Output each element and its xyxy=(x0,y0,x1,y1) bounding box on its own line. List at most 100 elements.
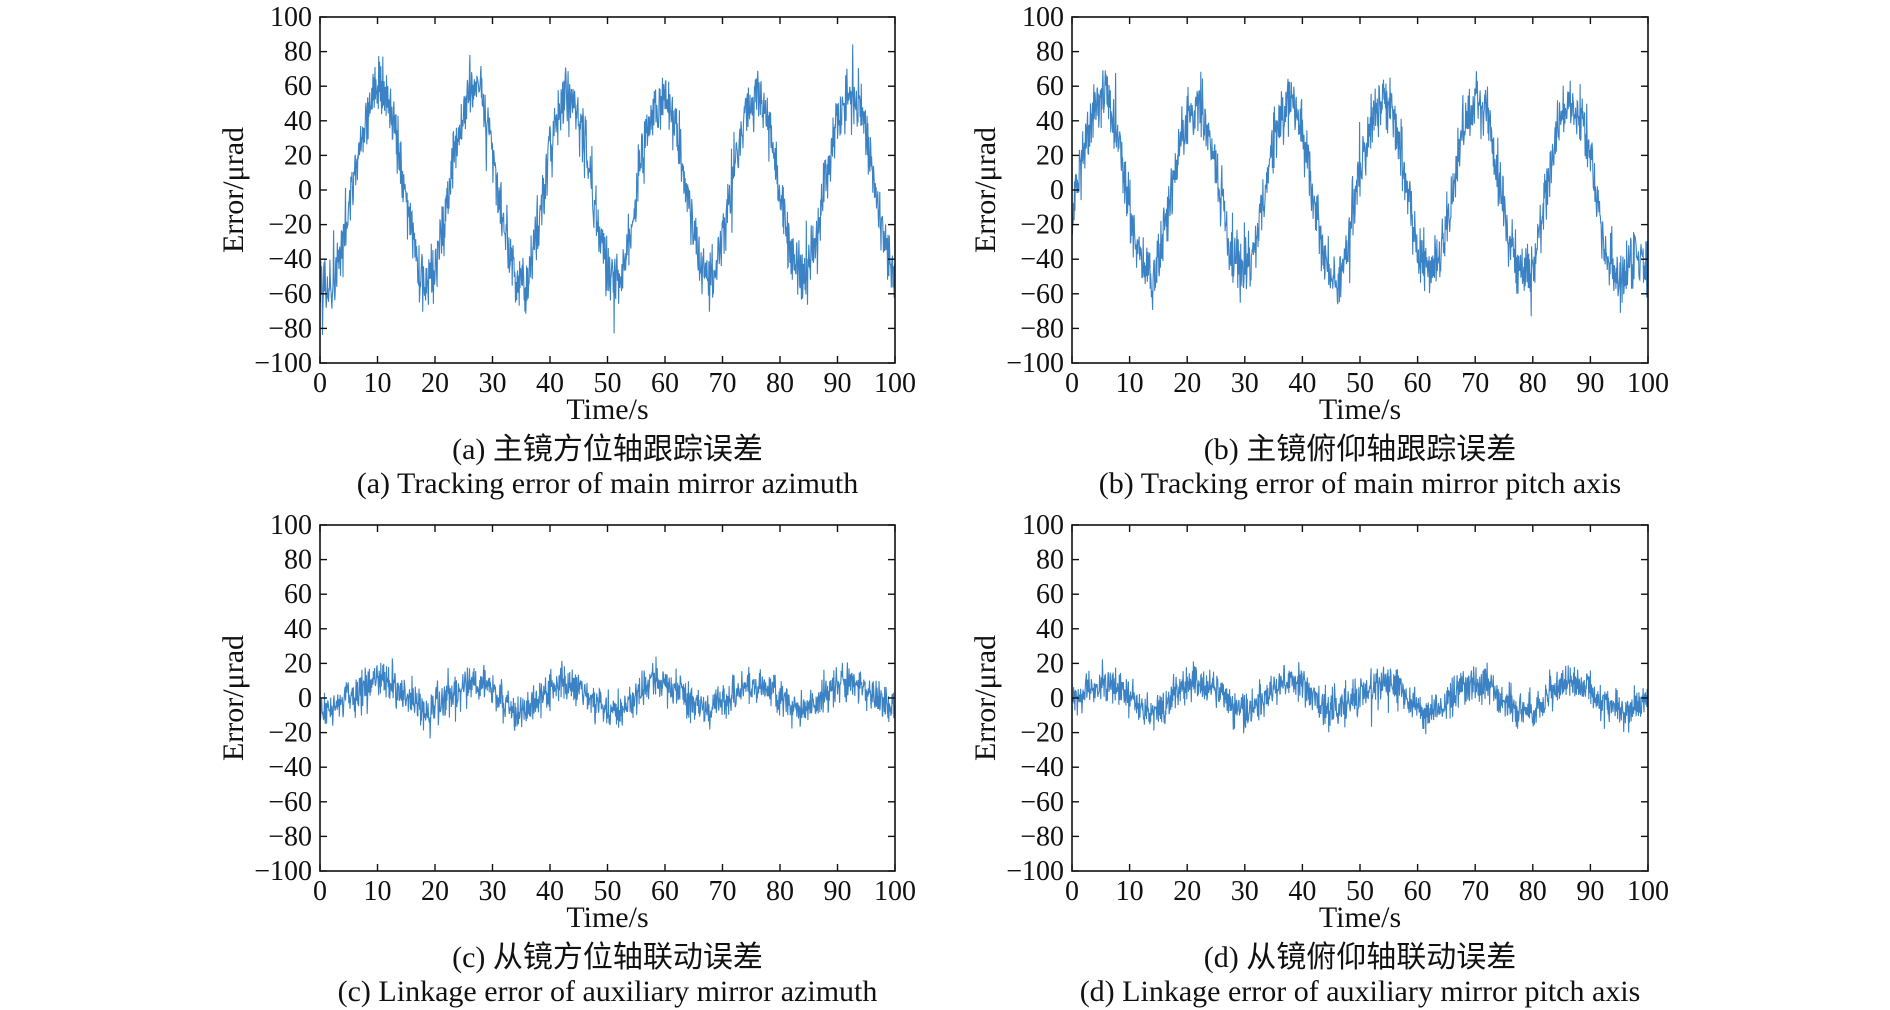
caption-en: (b) Tracking error of main mirror pitch … xyxy=(1099,467,1621,500)
y-tick-label: −100 xyxy=(254,856,312,887)
x-tick-label: 30 xyxy=(479,368,507,399)
series-line xyxy=(319,44,896,335)
caption-cn: (b) 主镜俯仰轴跟踪误差 xyxy=(1204,433,1516,466)
x-tick-label: 50 xyxy=(594,368,622,399)
y-tick-label: −20 xyxy=(268,718,312,749)
y-tick-label: −40 xyxy=(1020,244,1064,275)
y-tick-label: −20 xyxy=(1020,718,1064,749)
y-tick-label: 40 xyxy=(284,106,312,137)
y-tick-label: −80 xyxy=(268,821,312,852)
x-tick-label: 30 xyxy=(1231,368,1259,399)
y-tick-label: 40 xyxy=(1036,614,1064,645)
x-tick-label: 50 xyxy=(1346,876,1374,907)
y-tick-label: −40 xyxy=(268,244,312,275)
x-tick-label: 30 xyxy=(479,876,507,907)
x-tick-label: 70 xyxy=(709,368,737,399)
y-tick-label: 60 xyxy=(1036,579,1064,610)
caption-cn: (a) 主镜方位轴跟踪误差 xyxy=(452,433,763,466)
x-tick-label: 40 xyxy=(536,876,564,907)
x-tick-label: 0 xyxy=(1065,368,1079,399)
y-tick-label: 20 xyxy=(284,140,312,171)
y-tick-label: 100 xyxy=(1022,510,1064,541)
y-tick-label: 40 xyxy=(1036,106,1064,137)
y-tick-label: −20 xyxy=(268,210,312,241)
panel-b: 0 10 20 30 40 50 60 70 80 90 100 −100 −80−60 −40−20 0 2… xyxy=(969,2,1669,500)
caption-cn: (c) 从镜方位轴联动误差 xyxy=(452,941,763,974)
x-tick-label: 70 xyxy=(1461,368,1489,399)
y-tick-label: −80 xyxy=(268,313,312,344)
x-axis-label: Time/s xyxy=(566,393,648,426)
y-tick-label: 100 xyxy=(270,2,312,33)
x-axis-label: Time/s xyxy=(1319,901,1401,934)
panel-d: 0 10 20 30 40 50 60 70 80 90 100 −100 −80−60 −40−20 0 2… xyxy=(969,510,1669,1008)
x-tick-label: 80 xyxy=(766,368,794,399)
x-tick-label: 80 xyxy=(766,876,794,907)
y-tick-label: 80 xyxy=(284,545,312,576)
x-tick-label: 0 xyxy=(1065,876,1079,907)
caption-cn: (d) 从镜俯仰轴联动误差 xyxy=(1204,941,1516,974)
x-tick-label: 100 xyxy=(874,876,916,907)
x-tick-label: 30 xyxy=(1231,876,1259,907)
x-tick-label: 20 xyxy=(1173,368,1201,399)
y-axis-label: Error/μrad xyxy=(969,127,1002,253)
x-tick-label: 90 xyxy=(1576,876,1604,907)
series-line xyxy=(319,656,896,739)
y-axis-label: Error/μrad xyxy=(217,635,250,761)
x-tick-label: 10 xyxy=(364,368,392,399)
y-tick-label: 40 xyxy=(284,614,312,645)
x-tick-label: 0 xyxy=(313,876,327,907)
x-tick-label: 100 xyxy=(1627,876,1669,907)
y-tick-label: 0 xyxy=(1050,175,1064,206)
series-line xyxy=(1071,70,1649,317)
x-tick-label: 90 xyxy=(824,368,852,399)
y-tick-label: −80 xyxy=(1020,821,1064,852)
x-tick-label: 40 xyxy=(536,368,564,399)
x-tick-label: 20 xyxy=(421,876,449,907)
x-tick-label: 40 xyxy=(1288,368,1316,399)
y-tick-label: −60 xyxy=(268,279,312,310)
y-tick-label: −40 xyxy=(268,752,312,783)
x-tick-label: 50 xyxy=(594,876,622,907)
y-tick-label: −100 xyxy=(1006,348,1064,379)
y-tick-label: −100 xyxy=(1006,856,1064,887)
y-tick-label: −60 xyxy=(1020,787,1064,818)
y-tick-label: 60 xyxy=(1036,71,1064,102)
y-tick-label: 20 xyxy=(284,648,312,679)
x-tick-label: 70 xyxy=(1461,876,1489,907)
x-axis-label: Time/s xyxy=(566,901,648,934)
x-tick-label: 70 xyxy=(709,876,737,907)
x-tick-label: 80 xyxy=(1519,876,1547,907)
y-tick-label: 100 xyxy=(1022,2,1064,33)
x-tick-label: 10 xyxy=(364,876,392,907)
x-tick-label: 90 xyxy=(1576,368,1604,399)
y-tick-label: −100 xyxy=(254,348,312,379)
x-tick-label: 60 xyxy=(651,876,679,907)
y-tick-label: 100 xyxy=(270,510,312,541)
panel-a: 0 10 20 30 40 50 60 70 80 90 100 −100 −80−60 −40−20 0 2… xyxy=(217,2,916,500)
y-tick-label: −20 xyxy=(1020,210,1064,241)
caption-en: (c) Linkage error of auxiliary mirror az… xyxy=(338,975,878,1008)
x-tick-label: 60 xyxy=(651,368,679,399)
x-tick-label: 0 xyxy=(313,368,327,399)
caption-en: (d) Linkage error of auxiliary mirror pi… xyxy=(1080,975,1641,1008)
series-line xyxy=(1071,659,1649,735)
x-tick-label: 60 xyxy=(1404,368,1432,399)
x-tick-label: 80 xyxy=(1519,368,1547,399)
y-tick-label: 80 xyxy=(1036,37,1064,68)
caption-en: (a) Tracking error of main mirror azimut… xyxy=(357,467,859,500)
y-tick-label: 80 xyxy=(284,37,312,68)
x-tick-label: 50 xyxy=(1346,368,1374,399)
y-axis-label: Error/μrad xyxy=(217,127,250,253)
x-tick-label: 40 xyxy=(1288,876,1316,907)
y-tick-label: 0 xyxy=(298,683,312,714)
y-tick-label: 0 xyxy=(1050,683,1064,714)
x-tick-label: 10 xyxy=(1116,876,1144,907)
panel-c: 0 10 20 30 40 50 60 70 80 90 100 −100 −80−60 −40−20 0 2… xyxy=(217,510,916,1008)
x-tick-label: 60 xyxy=(1404,876,1432,907)
x-tick-label: 20 xyxy=(421,368,449,399)
plot-frame xyxy=(319,16,896,364)
x-axis-label: Time/s xyxy=(1319,393,1401,426)
y-tick-label: 0 xyxy=(298,175,312,206)
y-tick-label: −40 xyxy=(1020,752,1064,783)
